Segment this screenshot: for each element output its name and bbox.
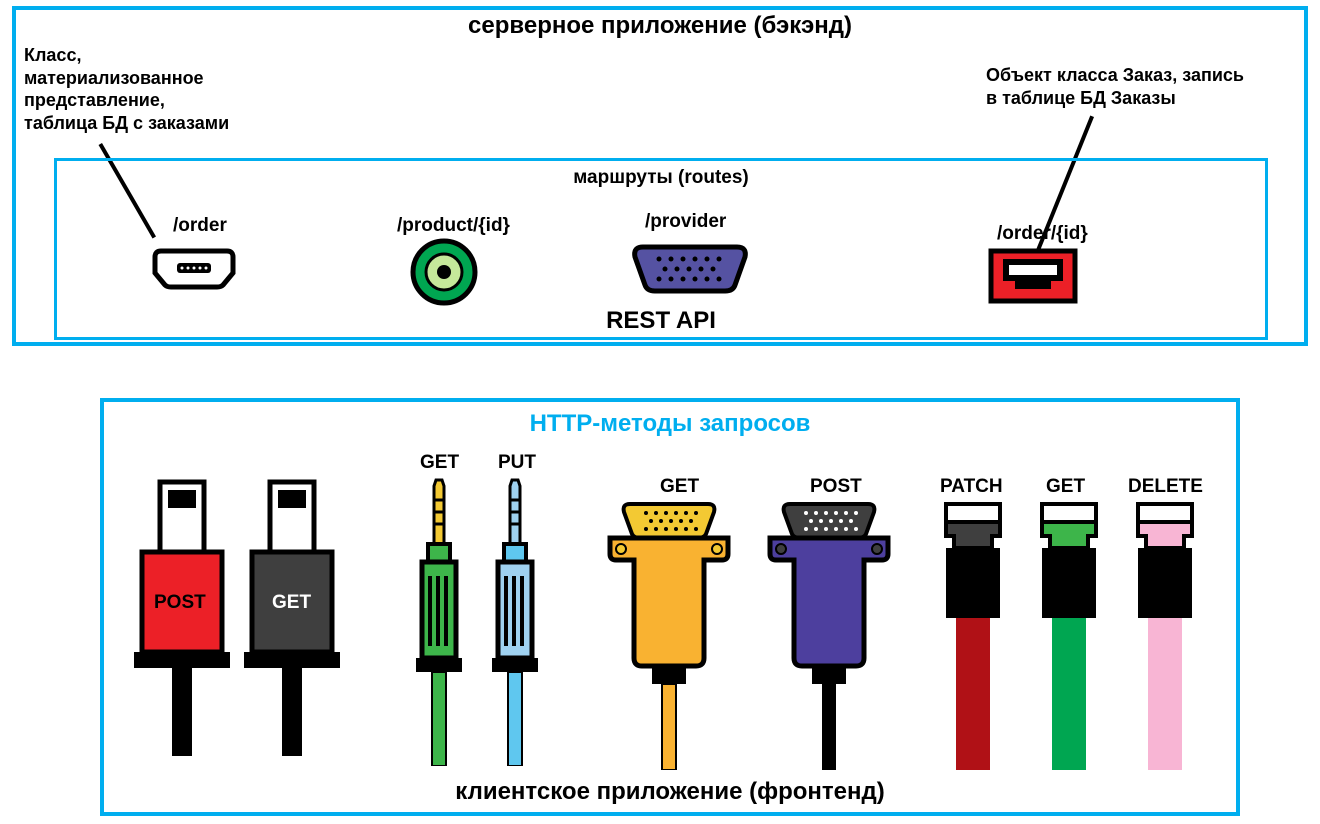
routes-title: маршруты (routes) — [57, 167, 1265, 189]
plug-eth-red-icon — [938, 500, 1008, 770]
annotation-left: Класс, материализованное представление, … — [24, 44, 229, 134]
plug-usb-red-icon — [132, 476, 232, 756]
port-ethernet-icon — [987, 247, 1079, 305]
plug-vga-orange-icon — [604, 500, 734, 770]
plug-audio-green-icon — [414, 476, 464, 766]
plug-usb-dark-icon — [242, 476, 342, 756]
method-delete: DELETE — [1128, 476, 1203, 498]
annotation-right: Объект класса Заказ, запись в таблице БД… — [986, 64, 1244, 109]
method-get-1: GET — [272, 592, 311, 614]
http-methods-title: HTTP-методы запросов — [104, 410, 1236, 438]
method-patch: PATCH — [940, 476, 1003, 498]
method-post-1: POST — [154, 592, 206, 614]
port-audio-icon — [409, 237, 479, 307]
method-get-2: GET — [420, 452, 459, 474]
method-get-4: GET — [1046, 476, 1085, 498]
port-label-order: /order — [173, 215, 227, 237]
plug-audio-blue-icon — [490, 476, 540, 766]
port-label-product: /product/{id} — [397, 215, 510, 237]
port-hdmi-icon — [151, 245, 237, 295]
port-vga-icon — [625, 241, 755, 297]
frontend-panel: HTTP-методы запросов POST GET GET PUT — [100, 398, 1240, 816]
backend-title: серверное приложение (бэкэнд) — [16, 12, 1304, 40]
plug-eth-pink-icon — [1130, 500, 1200, 770]
frontend-bottom-title: клиентское приложение (фронтенд) — [104, 778, 1236, 806]
routes-panel: маршруты (routes) /order /product/{id} /… — [54, 158, 1268, 340]
backend-panel: серверное приложение (бэкэнд) Класс, мат… — [12, 6, 1308, 346]
rest-api-label: REST API — [57, 307, 1265, 335]
method-post-2: POST — [810, 476, 862, 498]
method-get-3: GET — [660, 476, 699, 498]
port-label-provider: /provider — [645, 211, 726, 233]
method-put: PUT — [498, 452, 536, 474]
plug-eth-green-icon — [1034, 500, 1104, 770]
port-label-orderid: /order/{id} — [997, 223, 1088, 245]
plug-vga-purple-icon — [764, 500, 894, 770]
